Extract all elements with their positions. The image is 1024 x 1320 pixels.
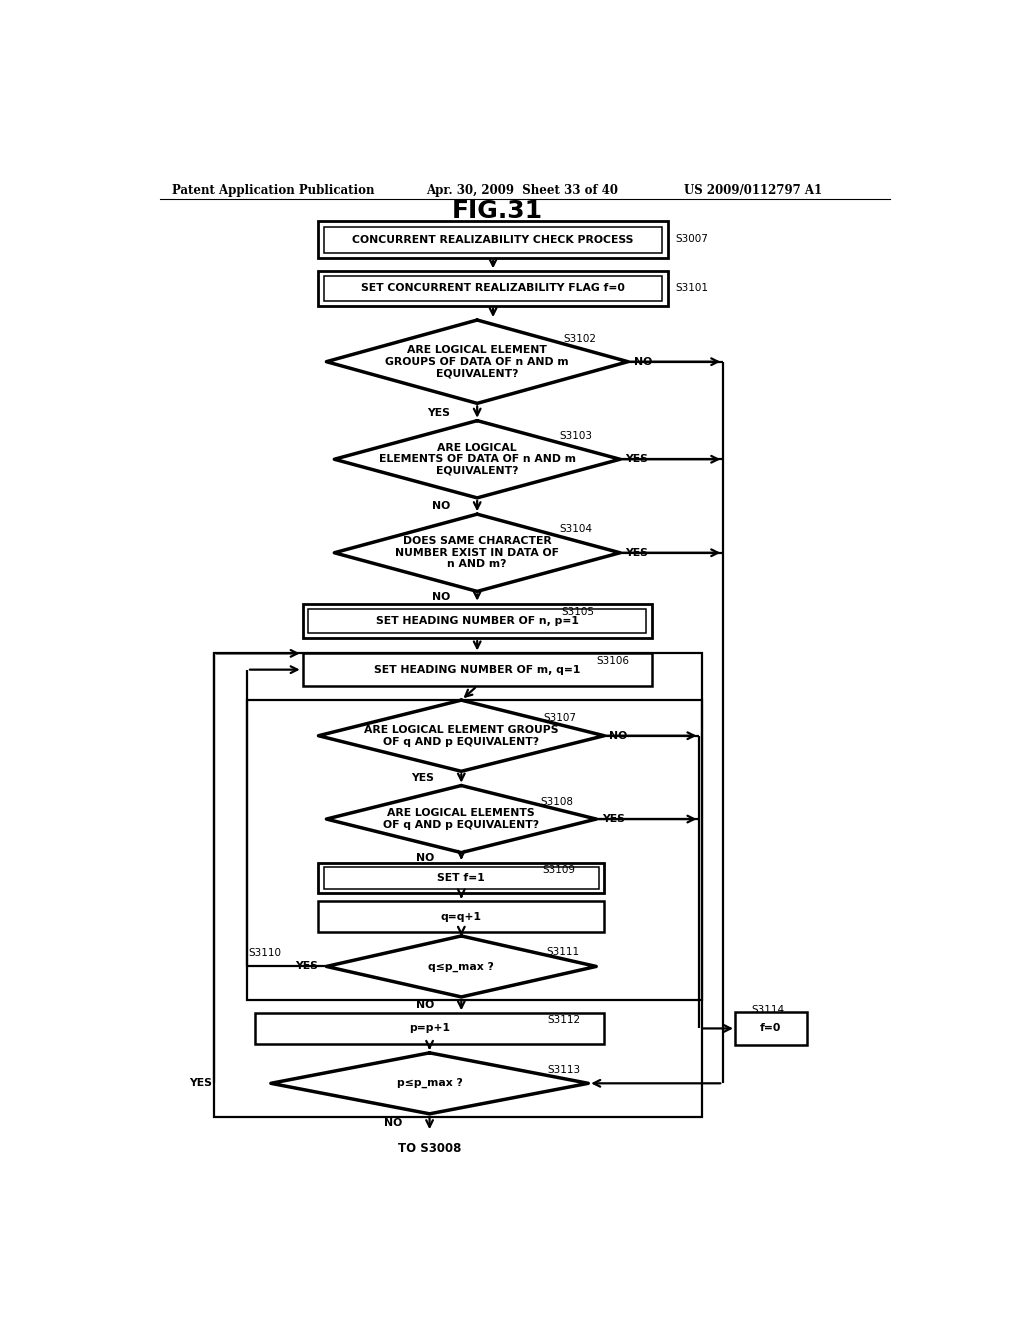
Text: ARE LOGICAL ELEMENT GROUPS
OF q AND p EQUIVALENT?: ARE LOGICAL ELEMENT GROUPS OF q AND p EQ… <box>365 725 558 747</box>
Text: NO: NO <box>432 502 451 511</box>
Text: YES: YES <box>189 1078 212 1088</box>
Polygon shape <box>334 421 620 498</box>
Polygon shape <box>334 515 620 591</box>
Text: ARE LOGICAL
ELEMENTS OF DATA OF n AND m
EQUIVALENT?: ARE LOGICAL ELEMENTS OF DATA OF n AND m … <box>379 442 575 475</box>
Text: S3113: S3113 <box>547 1065 581 1074</box>
Bar <box>247 700 701 1001</box>
Bar <box>303 603 652 638</box>
Text: q≤p_max ?: q≤p_max ? <box>428 961 495 972</box>
Text: S3102: S3102 <box>563 334 596 345</box>
Text: SET CONCURRENT REALIZABILITY FLAG f=0: SET CONCURRENT REALIZABILITY FLAG f=0 <box>361 284 625 293</box>
Text: S3111: S3111 <box>546 948 580 957</box>
Text: S3101: S3101 <box>676 284 709 293</box>
Bar <box>318 902 604 932</box>
Text: S3105: S3105 <box>561 607 594 616</box>
Polygon shape <box>327 319 628 404</box>
Text: SET HEADING NUMBER OF n, p=1: SET HEADING NUMBER OF n, p=1 <box>376 616 579 626</box>
Polygon shape <box>270 1053 588 1114</box>
Text: NO: NO <box>432 593 451 602</box>
Text: Apr. 30, 2009  Sheet 33 of 40: Apr. 30, 2009 Sheet 33 of 40 <box>426 185 617 198</box>
Text: YES: YES <box>602 814 625 824</box>
Polygon shape <box>327 936 596 997</box>
Text: ARE LOGICAL ELEMENTS
OF q AND p EQUIVALENT?: ARE LOGICAL ELEMENTS OF q AND p EQUIVALE… <box>383 808 540 830</box>
Bar <box>255 1014 604 1044</box>
Text: TO S3008: TO S3008 <box>398 1142 461 1155</box>
Text: S3103: S3103 <box>559 430 592 441</box>
Bar <box>324 867 599 888</box>
Text: YES: YES <box>626 454 648 465</box>
Bar <box>214 653 701 1117</box>
Text: SET f=1: SET f=1 <box>437 873 485 883</box>
Text: S3108: S3108 <box>541 797 573 807</box>
Polygon shape <box>327 785 596 853</box>
Text: NO: NO <box>416 853 434 863</box>
Text: f=0: f=0 <box>760 1023 781 1034</box>
Text: NO: NO <box>384 1118 402 1129</box>
Text: NO: NO <box>416 1001 434 1010</box>
Bar <box>324 276 663 301</box>
Bar <box>318 271 668 306</box>
Text: CONCURRENT REALIZABILITY CHECK PROCESS: CONCURRENT REALIZABILITY CHECK PROCESS <box>352 235 634 244</box>
Text: S3106: S3106 <box>596 656 629 665</box>
Text: DOES SAME CHARACTER
NUMBER EXIST IN DATA OF
n AND m?: DOES SAME CHARACTER NUMBER EXIST IN DATA… <box>395 536 559 569</box>
Text: p=p+1: p=p+1 <box>409 1023 451 1034</box>
Text: S3104: S3104 <box>559 524 592 535</box>
Polygon shape <box>318 700 604 771</box>
Text: ARE LOGICAL ELEMENT
GROUPS OF DATA OF n AND m
EQUIVALENT?: ARE LOGICAL ELEMENT GROUPS OF DATA OF n … <box>385 345 569 379</box>
Text: p≤p_max ?: p≤p_max ? <box>396 1078 463 1089</box>
Text: YES: YES <box>296 961 318 972</box>
Text: S3107: S3107 <box>544 713 577 723</box>
Text: SET HEADING NUMBER OF m, q=1: SET HEADING NUMBER OF m, q=1 <box>374 665 581 675</box>
Text: YES: YES <box>427 408 451 417</box>
Text: S3112: S3112 <box>547 1015 581 1026</box>
Text: US 2009/0112797 A1: US 2009/0112797 A1 <box>684 185 821 198</box>
Text: YES: YES <box>412 774 434 783</box>
Text: S3109: S3109 <box>543 865 575 875</box>
Text: NO: NO <box>634 356 652 367</box>
Text: q=q+1: q=q+1 <box>440 912 482 921</box>
Text: S3110: S3110 <box>249 948 282 958</box>
Text: S3114: S3114 <box>752 1005 784 1015</box>
Bar <box>318 222 668 257</box>
Text: FIG.31: FIG.31 <box>452 199 543 223</box>
Text: YES: YES <box>626 548 648 558</box>
Bar <box>303 653 652 686</box>
Bar <box>308 609 646 634</box>
Text: Patent Application Publication: Patent Application Publication <box>172 185 374 198</box>
Bar <box>318 863 604 894</box>
Bar <box>735 1012 807 1044</box>
Text: S3007: S3007 <box>676 234 709 244</box>
Text: NO: NO <box>609 731 627 741</box>
Bar <box>324 227 663 252</box>
